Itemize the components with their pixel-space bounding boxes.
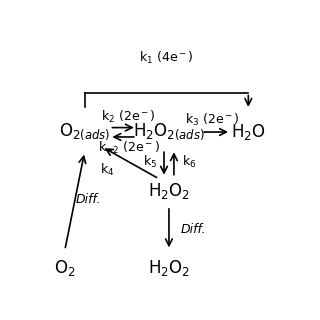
Text: k$_6$: k$_6$ [182, 154, 196, 170]
Text: k$_5$: k$_5$ [143, 154, 157, 170]
Text: O$_2$: O$_2$ [54, 258, 76, 277]
Text: k$_4$: k$_4$ [100, 162, 114, 178]
Text: Diff.: Diff. [181, 223, 207, 236]
Text: H$_2$O: H$_2$O [231, 122, 266, 142]
Text: H$_2$O$_2$: H$_2$O$_2$ [148, 181, 190, 201]
Text: Diff.: Diff. [76, 193, 101, 206]
Text: H$_2$O$_2$: H$_2$O$_2$ [148, 258, 190, 277]
Text: k$_{-2}$ (2e$^-$): k$_{-2}$ (2e$^-$) [98, 140, 160, 156]
Text: k$_1$ (4e$^-$): k$_1$ (4e$^-$) [139, 50, 194, 66]
Text: k$_3$ (2e$^-$): k$_3$ (2e$^-$) [185, 112, 240, 128]
Text: k$_2$ (2e$^-$): k$_2$ (2e$^-$) [101, 109, 156, 125]
Text: O$_{2(ads)}$: O$_{2(ads)}$ [59, 122, 110, 142]
Text: H$_2$O$_{2(ads)}$: H$_2$O$_{2(ads)}$ [133, 122, 205, 142]
